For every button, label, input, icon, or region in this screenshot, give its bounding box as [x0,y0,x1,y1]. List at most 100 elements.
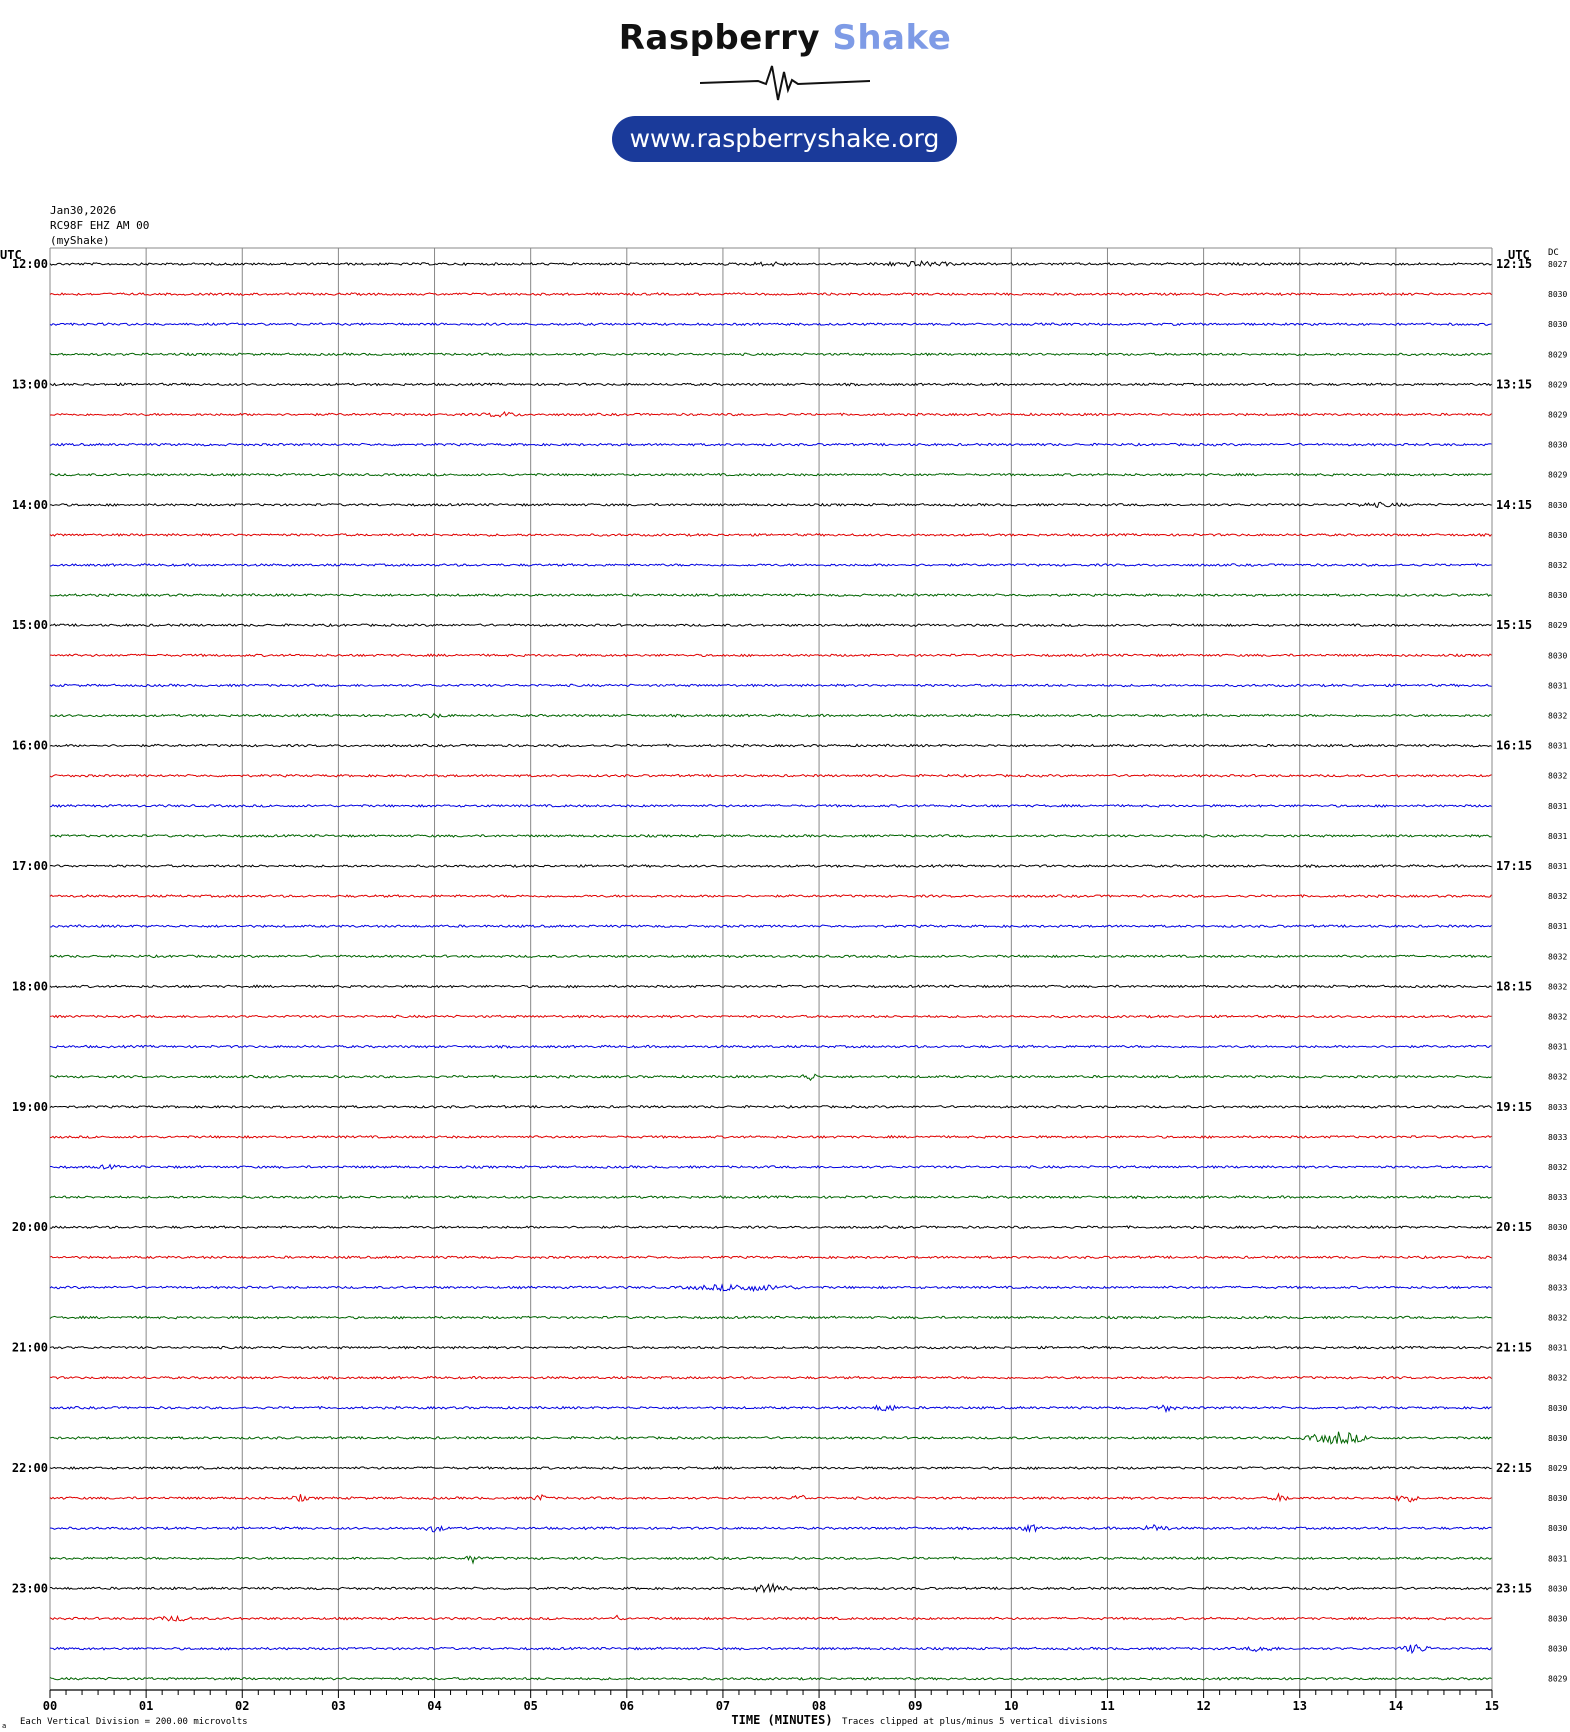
trace-39 [49,1431,1492,1445]
dc-offset-21: 8032 [1548,892,1567,901]
dc-offset-32: 8030 [1548,1223,1567,1232]
trace-12 [49,623,1492,628]
seismic-wave-icon [700,65,870,101]
dc-offset-labels: 8027 8030 8030 8029 8029 8029 8030 8029 8030 8030… [1548,260,1567,1684]
dc-offset-31: 8033 [1548,1193,1567,1202]
trace-2 [49,322,1492,327]
left-hour-label-8: 20:00 [12,1220,48,1234]
trace-30 [49,1163,1492,1170]
dc-offset-36: 8031 [1548,1344,1567,1353]
trace-5 [49,410,1492,418]
trace-44 [49,1582,1492,1594]
x-axis: 00 01 02 03 04 05 06 07 08 09 10 11 12 13 14 15 [43,1689,1499,1713]
dc-offset-1: 8030 [1548,290,1567,299]
dc-offset-13: 8030 [1548,651,1567,660]
dc-offset-27: 8032 [1548,1073,1567,1082]
trace-21 [49,894,1492,899]
dc-offset-7: 8029 [1548,471,1567,480]
trace-24 [49,984,1492,989]
left-hour-labels: 12:00 13:00 14:00 15:00 16:00 17:00 18:00 19:00… [12,257,48,1595]
dc-offset-25: 8032 [1548,1013,1567,1022]
dc-offset-19: 8031 [1548,832,1567,841]
trace-40 [49,1465,1492,1471]
trace-43 [49,1555,1492,1565]
dc-offset-10: 8032 [1548,561,1567,570]
dc-offset-33: 8034 [1548,1253,1567,1262]
x-tick-label-03: 03 [331,1699,345,1713]
trace-1 [49,292,1492,297]
trace-9 [49,532,1492,537]
brand-accent: Shake [832,18,952,58]
dc-offset-20: 8031 [1548,862,1567,871]
dc-offset-9: 8030 [1548,531,1567,540]
dc-offset-8: 8030 [1548,501,1567,510]
x-tick-label-12: 12 [1196,1699,1210,1713]
trace-11 [49,593,1492,598]
trace-23 [49,954,1492,959]
right-hour-label-5: 17:15 [1496,859,1532,873]
traces [49,259,1492,1681]
trace-15 [49,712,1492,719]
left-hour-label-5: 17:00 [12,859,48,873]
dc-offset-35: 8032 [1548,1314,1567,1323]
dc-offset-38: 8030 [1548,1404,1567,1413]
trace-33 [49,1255,1492,1260]
plot-date: Jan30,2026 [50,204,117,217]
dc-offset-39: 8030 [1548,1434,1567,1443]
right-hour-label-0: 12:15 [1496,257,1532,271]
trace-27 [49,1073,1492,1082]
trace-6 [49,442,1492,447]
website-url-badge[interactable]: www.raspberryshake.org [612,116,957,162]
dc-offset-34: 8033 [1548,1283,1567,1292]
station-id: RC98F EHZ AM 00 [50,219,150,232]
trace-7 [49,472,1492,477]
left-hour-label-1: 13:00 [12,377,48,391]
trace-47 [49,1676,1492,1681]
left-hour-label-4: 16:00 [12,739,48,753]
dc-offset-29: 8033 [1548,1133,1567,1142]
right-hour-label-7: 19:15 [1496,1100,1532,1114]
left-hour-label-7: 19:00 [12,1100,48,1114]
left-hour-label-10: 22:00 [12,1461,48,1475]
trace-4 [49,382,1492,387]
dc-offset-16: 8031 [1548,742,1567,751]
trace-35 [49,1315,1492,1320]
trace-8 [49,501,1492,509]
trace-37 [49,1375,1492,1380]
trace-22 [49,924,1492,929]
dc-offset-2: 8030 [1548,320,1567,329]
dc-offset-46: 8030 [1548,1645,1567,1654]
right-hour-label-2: 14:15 [1496,498,1532,512]
trace-32 [49,1225,1492,1230]
right-hour-label-3: 15:15 [1496,618,1532,632]
trace-19 [49,833,1492,838]
dc-offset-30: 8032 [1548,1163,1567,1172]
x-tick-label-07: 07 [716,1699,730,1713]
trace-41 [49,1492,1492,1503]
x-tick-label-09: 09 [908,1699,922,1713]
dc-offset-12: 8029 [1548,621,1567,630]
right-utc-label: UTC [1508,248,1530,262]
x-tick-label-15: 15 [1485,1699,1499,1713]
trace-18 [49,803,1492,808]
brand-name: Raspberry [618,18,821,58]
trace-3 [49,352,1492,357]
dc-offset-23: 8032 [1548,952,1567,961]
dc-offset-37: 8032 [1548,1374,1567,1383]
trace-36 [49,1345,1492,1350]
dc-offset-15: 8032 [1548,712,1567,721]
trace-28 [49,1104,1492,1109]
x-tick-label-13: 13 [1293,1699,1307,1713]
logo-area: Raspberry Shake www.raspberryshake.org [0,0,1570,180]
data-source: (myShake) [50,234,110,247]
x-tick-label-11: 11 [1100,1699,1114,1713]
trace-10 [49,563,1492,567]
trace-31 [49,1195,1492,1200]
dc-offset-40: 8029 [1548,1464,1567,1473]
trace-38 [49,1404,1492,1414]
dc-offset-11: 8030 [1548,591,1567,600]
trace-0 [49,259,1492,268]
trace-46 [49,1643,1492,1655]
brand-logo: Raspberry Shake [0,18,1570,58]
